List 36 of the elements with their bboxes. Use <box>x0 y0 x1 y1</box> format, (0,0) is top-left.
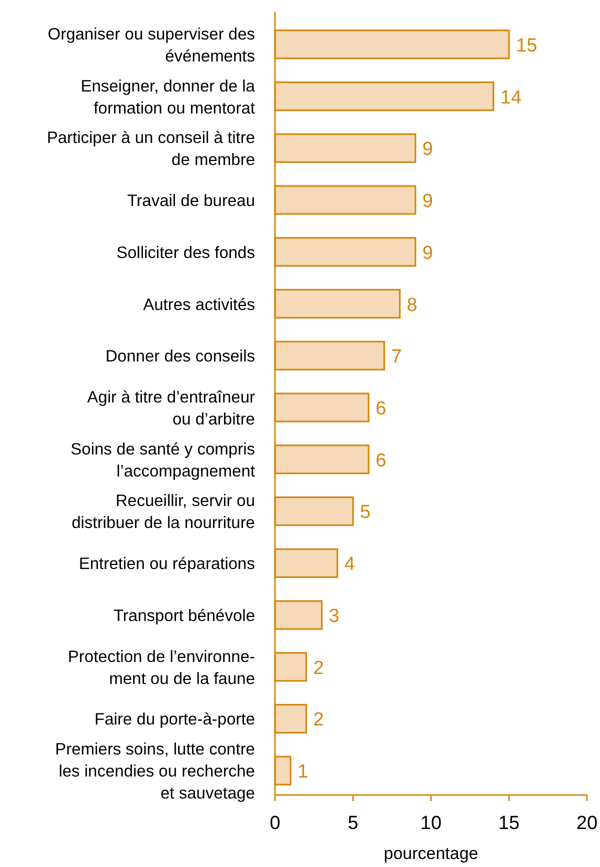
data-label: 4 <box>344 554 356 576</box>
y-tick-label: Faire du porte-à-porte <box>94 710 255 729</box>
x-axis-title: pourcentage <box>384 844 478 863</box>
y-tick-label: Organiser ou superviser des événements <box>48 25 255 66</box>
data-label: 5 <box>360 502 371 524</box>
y-tick-label: Travail de bureau <box>127 192 255 210</box>
y-tick-label: Participer à un conseil à titre de membre <box>46 129 255 170</box>
y-tick-label: Soins de santé y compris l’accompagnement <box>70 440 256 480</box>
data-label: 14 <box>500 87 522 108</box>
data-label: 8 <box>406 294 418 316</box>
data-label: 2 <box>313 658 324 679</box>
data-label: 3 <box>328 606 340 627</box>
data-label: 7 <box>391 346 402 368</box>
y-tick-label: Entretien ou réparations <box>78 555 255 574</box>
y-tick-label: Protection de l’environne- ment ou de la faune <box>68 648 255 688</box>
x-tick-label: 20 <box>576 813 598 834</box>
y-tick-label: Recueillir, servir ou distribuer de la nourriture <box>72 492 255 532</box>
y-tick-label: Donner des conseils <box>106 348 255 366</box>
data-label: 9 <box>422 242 433 264</box>
data-label: 1 <box>298 762 308 783</box>
data-label: 15 <box>516 35 538 56</box>
y-tick-label: Autres activités <box>143 296 255 314</box>
data-label: 9 <box>422 139 433 160</box>
y-tick-label: Agir à titre d’entraîneur ou d’arbitre <box>87 388 256 428</box>
x-tick-label: 15 <box>498 813 520 834</box>
data-label: 6 <box>376 398 386 420</box>
y-tick-label: Enseigner, donner de la formation ou mentorat <box>80 77 256 118</box>
x-tick-label: 5 <box>348 813 358 834</box>
y-tick-label: Transport bénévole <box>113 606 255 625</box>
y-tick-label: Premiers soins, lutte contre les incendies ou recherche et sauvetage <box>55 740 255 803</box>
data-label: 6 <box>376 450 386 472</box>
y-tick-label: Solliciter des fonds <box>116 244 255 262</box>
x-tick-label: 10 <box>420 813 442 834</box>
data-label: 9 <box>422 191 433 212</box>
data-label: 2 <box>313 710 324 731</box>
x-tick-label: 0 <box>270 813 280 834</box>
